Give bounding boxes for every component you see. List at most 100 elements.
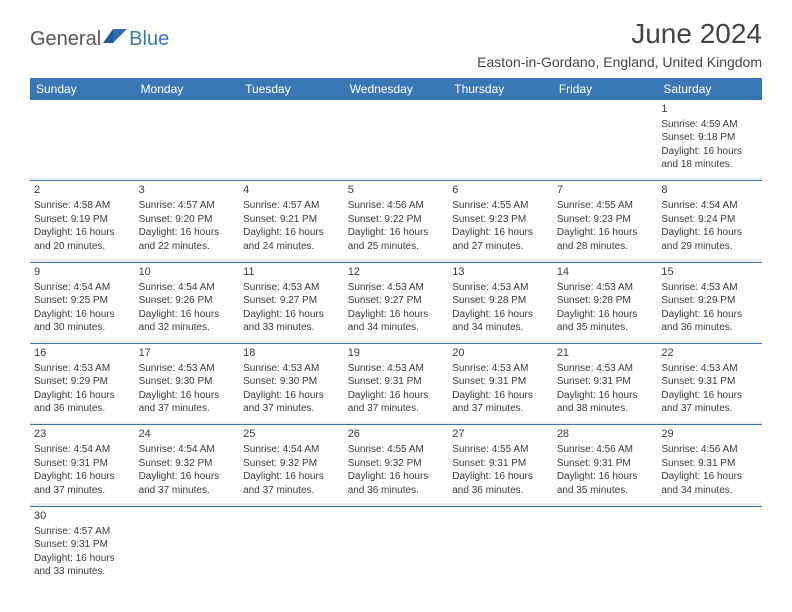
daylight-line-1: Daylight: 16 hours — [243, 470, 340, 484]
sunrise-line: Sunrise: 4:53 AM — [557, 362, 654, 376]
daylight-line-1: Daylight: 16 hours — [661, 145, 758, 159]
day-number: 8 — [661, 183, 758, 198]
sunset-line: Sunset: 9:28 PM — [452, 294, 549, 308]
calendar-body: 1Sunrise: 4:59 AMSunset: 9:18 PMDaylight… — [30, 100, 762, 585]
day-cell: 25Sunrise: 4:54 AMSunset: 9:32 PMDayligh… — [239, 425, 344, 503]
empty-cell — [30, 100, 135, 178]
sunrise-line: Sunrise: 4:53 AM — [661, 362, 758, 376]
dayname-tuesday: Tuesday — [239, 78, 344, 100]
day-cell: 8Sunrise: 4:54 AMSunset: 9:24 PMDaylight… — [657, 181, 762, 259]
day-cell: 6Sunrise: 4:55 AMSunset: 9:23 PMDaylight… — [448, 181, 553, 259]
calendar-table: Sunday Monday Tuesday Wednesday Thursday… — [30, 78, 762, 585]
daylight-line-2: and 34 minutes. — [452, 321, 549, 335]
empty-cell — [553, 506, 658, 584]
sunset-line: Sunset: 9:32 PM — [348, 457, 445, 471]
empty-cell — [135, 506, 240, 584]
day-cell: 23Sunrise: 4:54 AMSunset: 9:31 PMDayligh… — [30, 425, 135, 503]
week-row: 16Sunrise: 4:53 AMSunset: 9:29 PMDayligh… — [30, 344, 762, 422]
daylight-line-1: Daylight: 16 hours — [139, 389, 236, 403]
sunset-line: Sunset: 9:18 PM — [661, 131, 758, 145]
daylight-line-1: Daylight: 16 hours — [452, 470, 549, 484]
daylight-line-1: Daylight: 16 hours — [661, 470, 758, 484]
sunset-line: Sunset: 9:27 PM — [348, 294, 445, 308]
day-cell: 13Sunrise: 4:53 AMSunset: 9:28 PMDayligh… — [448, 262, 553, 340]
day-number: 24 — [139, 427, 236, 442]
sunrise-line: Sunrise: 4:55 AM — [452, 443, 549, 457]
day-number: 7 — [557, 183, 654, 198]
week-row: 23Sunrise: 4:54 AMSunset: 9:31 PMDayligh… — [30, 425, 762, 503]
day-number: 12 — [348, 265, 445, 280]
day-number: 27 — [452, 427, 549, 442]
logo-text-general: General — [30, 28, 101, 51]
daylight-line-2: and 29 minutes. — [661, 240, 758, 254]
daylight-line-2: and 37 minutes. — [34, 484, 131, 498]
daylight-line-1: Daylight: 16 hours — [34, 226, 131, 240]
daylight-line-1: Daylight: 16 hours — [557, 226, 654, 240]
logo: General Blue — [30, 18, 169, 51]
page-title: June 2024 — [477, 18, 762, 50]
day-cell: 7Sunrise: 4:55 AMSunset: 9:23 PMDaylight… — [553, 181, 658, 259]
daylight-line-1: Daylight: 16 hours — [452, 226, 549, 240]
sunset-line: Sunset: 9:28 PM — [557, 294, 654, 308]
daylight-line-2: and 36 minutes. — [452, 484, 549, 498]
day-cell: 16Sunrise: 4:53 AMSunset: 9:29 PMDayligh… — [30, 344, 135, 422]
page: General Blue June 2024 Easton-in-Gordano… — [0, 0, 792, 585]
day-number: 11 — [243, 265, 340, 280]
day-number: 20 — [452, 346, 549, 361]
sunrise-line: Sunrise: 4:57 AM — [243, 199, 340, 213]
day-cell: 17Sunrise: 4:53 AMSunset: 9:30 PMDayligh… — [135, 344, 240, 422]
sunset-line: Sunset: 9:30 PM — [139, 375, 236, 389]
day-cell: 18Sunrise: 4:53 AMSunset: 9:30 PMDayligh… — [239, 344, 344, 422]
day-cell: 30Sunrise: 4:57 AMSunset: 9:31 PMDayligh… — [30, 506, 135, 584]
daylight-line-2: and 37 minutes. — [243, 402, 340, 416]
daylight-line-1: Daylight: 16 hours — [34, 308, 131, 322]
day-number: 18 — [243, 346, 340, 361]
day-number: 15 — [661, 265, 758, 280]
day-cell: 29Sunrise: 4:56 AMSunset: 9:31 PMDayligh… — [657, 425, 762, 503]
daylight-line-2: and 37 minutes. — [139, 484, 236, 498]
day-number: 1 — [661, 102, 758, 117]
day-number: 25 — [243, 427, 340, 442]
daylight-line-1: Daylight: 16 hours — [348, 308, 445, 322]
empty-cell — [239, 100, 344, 178]
daylight-line-1: Daylight: 16 hours — [243, 389, 340, 403]
logo-text-blue: Blue — [129, 28, 169, 51]
day-number: 13 — [452, 265, 549, 280]
day-cell: 26Sunrise: 4:55 AMSunset: 9:32 PMDayligh… — [344, 425, 449, 503]
daylight-line-2: and 32 minutes. — [139, 321, 236, 335]
sunrise-line: Sunrise: 4:53 AM — [348, 362, 445, 376]
daylight-line-2: and 36 minutes. — [661, 321, 758, 335]
day-cell: 15Sunrise: 4:53 AMSunset: 9:29 PMDayligh… — [657, 262, 762, 340]
empty-cell — [448, 100, 553, 178]
week-row: 30Sunrise: 4:57 AMSunset: 9:31 PMDayligh… — [30, 506, 762, 584]
week-row: 2Sunrise: 4:58 AMSunset: 9:19 PMDaylight… — [30, 181, 762, 259]
daylight-line-1: Daylight: 16 hours — [34, 552, 131, 566]
sunset-line: Sunset: 9:29 PM — [34, 375, 131, 389]
daylight-line-2: and 25 minutes. — [348, 240, 445, 254]
sunset-line: Sunset: 9:31 PM — [661, 375, 758, 389]
sunset-line: Sunset: 9:31 PM — [452, 375, 549, 389]
sunrise-line: Sunrise: 4:56 AM — [348, 199, 445, 213]
daylight-line-1: Daylight: 16 hours — [34, 389, 131, 403]
location-subtitle: Easton-in-Gordano, England, United Kingd… — [477, 54, 762, 70]
sunset-line: Sunset: 9:19 PM — [34, 213, 131, 227]
daylight-line-2: and 24 minutes. — [243, 240, 340, 254]
daylight-line-1: Daylight: 16 hours — [661, 308, 758, 322]
day-cell: 1Sunrise: 4:59 AMSunset: 9:18 PMDaylight… — [657, 100, 762, 178]
day-number: 9 — [34, 265, 131, 280]
empty-cell — [553, 100, 658, 178]
sunset-line: Sunset: 9:31 PM — [661, 457, 758, 471]
daylight-line-1: Daylight: 16 hours — [557, 308, 654, 322]
sunrise-line: Sunrise: 4:58 AM — [34, 199, 131, 213]
week-row: 9Sunrise: 4:54 AMSunset: 9:25 PMDaylight… — [30, 262, 762, 340]
daylight-line-2: and 34 minutes. — [661, 484, 758, 498]
day-number: 21 — [557, 346, 654, 361]
sunset-line: Sunset: 9:31 PM — [452, 457, 549, 471]
day-number: 2 — [34, 183, 131, 198]
daylight-line-1: Daylight: 16 hours — [452, 308, 549, 322]
dayname-saturday: Saturday — [657, 78, 762, 100]
daylight-line-2: and 30 minutes. — [34, 321, 131, 335]
sunrise-line: Sunrise: 4:55 AM — [452, 199, 549, 213]
sunrise-line: Sunrise: 4:53 AM — [452, 362, 549, 376]
sunset-line: Sunset: 9:32 PM — [243, 457, 340, 471]
